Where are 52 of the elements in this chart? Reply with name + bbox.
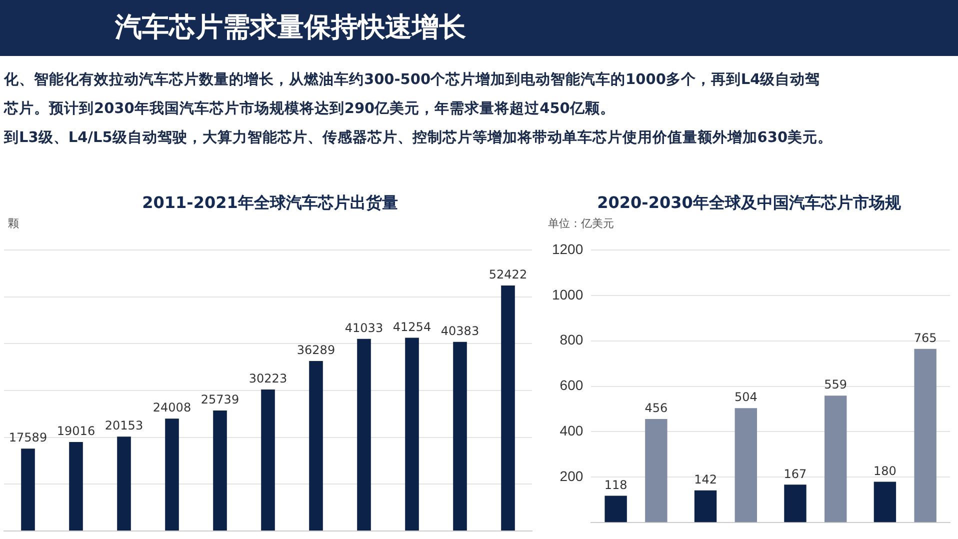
text: 汽车芯片需求量保持快速增长	[0, 0, 958, 56]
data-label: 25739	[200, 392, 240, 407]
bar	[357, 338, 371, 530]
text: 到L3级、L4/L5级自动驾驶，大算力智能芯片、传感器芯片、控制芯片等增加将带动单车芯片使用价值量额外增加630美元。	[2, 128, 834, 148]
bar	[734, 408, 758, 522]
data-label: 41254	[392, 320, 432, 334]
data-label: 167	[784, 466, 807, 481]
bar	[453, 342, 467, 530]
data-label: 559	[824, 378, 848, 392]
data-label: 36289	[296, 343, 336, 358]
data-label: 24008	[152, 400, 192, 415]
data-label: 52422	[488, 268, 528, 282]
bar	[405, 338, 419, 530]
y-tick-label: 400	[560, 422, 584, 439]
y-tick-label: 1000	[552, 286, 584, 302]
bar	[261, 389, 275, 530]
data-label: 19016	[56, 424, 96, 438]
data-label: 20153	[104, 418, 144, 433]
data-label: 17589	[8, 430, 48, 445]
y-axis-title: 单位：亿美元	[547, 216, 615, 232]
y-axis-title: 颗	[7, 216, 20, 232]
y-tick-label: 1200	[552, 240, 584, 257]
bar	[213, 410, 227, 530]
bar	[694, 490, 717, 522]
data-label: 180	[874, 464, 896, 478]
data-label: 118	[604, 478, 628, 492]
data-label: 40383	[440, 324, 480, 338]
data-label: 765	[914, 330, 937, 345]
data-label: 41033	[344, 320, 384, 335]
bar	[604, 496, 627, 522]
y-tick-label: 200	[560, 468, 584, 484]
bar	[645, 419, 668, 522]
y-tick-label: 800	[560, 332, 584, 348]
bar	[914, 348, 936, 522]
bar	[501, 285, 515, 530]
bar	[117, 436, 131, 530]
text: 化、智能化有效拉动汽车芯片数量的增长，从燃油车约300-500个芯片增加到电动智能汽车的1000多个，再到L4级自动驾	[2, 70, 822, 90]
bar	[824, 396, 847, 522]
bar	[874, 482, 896, 522]
data-label: 504	[734, 390, 758, 404]
chart-title: 2020-2030年全球及中国汽车芯片市场规	[596, 192, 902, 214]
data-label: 30223	[248, 372, 288, 386]
bar	[21, 448, 35, 530]
bar	[309, 361, 323, 530]
bar	[165, 418, 179, 530]
text: 芯片。预计到2030年我国汽车芯片市场规模将达到290亿美元，年需求量将超过450亿颗。	[2, 99, 616, 119]
data-label: 142	[694, 472, 717, 486]
y-tick-label: 600	[560, 377, 584, 394]
chart-title: 2011-2021年全球汽车芯片出货量	[141, 192, 399, 214]
bar	[784, 484, 806, 522]
data-label: 456	[644, 401, 668, 416]
bar	[69, 442, 83, 530]
